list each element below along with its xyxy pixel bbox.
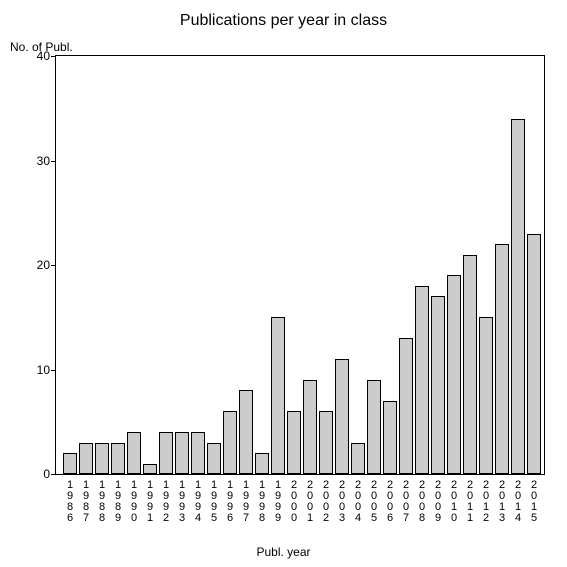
chart-title: Publications per year in class	[0, 12, 567, 30]
x-tick-label: 2006	[382, 474, 398, 524]
bar	[303, 380, 317, 474]
x-tick-label: 2010	[446, 474, 462, 524]
bar	[207, 443, 221, 474]
x-tick-label: 2007	[398, 474, 414, 524]
bar	[159, 432, 173, 474]
x-tick-label: 2001	[302, 474, 318, 524]
bar	[415, 286, 429, 474]
bar	[175, 432, 189, 474]
x-tick-label: 2004	[350, 474, 366, 524]
bar	[111, 443, 125, 474]
bar	[399, 338, 413, 474]
bar	[447, 275, 461, 474]
bar	[239, 390, 253, 474]
x-tick-label: 1987	[78, 474, 94, 524]
bar	[319, 411, 333, 474]
x-tick-label: 1992	[158, 474, 174, 524]
x-tick-label: 2000	[286, 474, 302, 524]
bar	[79, 443, 93, 474]
x-tick-label: 1995	[206, 474, 222, 524]
y-tick-mark	[51, 161, 56, 162]
bar	[431, 296, 445, 474]
bars-group	[56, 56, 544, 474]
bar	[95, 443, 109, 474]
y-tick-mark	[51, 56, 56, 57]
bar	[463, 255, 477, 474]
bar	[367, 380, 381, 474]
publications-bar-chart: Publications per year in class No. of Pu…	[0, 0, 567, 567]
bar	[287, 411, 301, 474]
x-tick-label: 2009	[430, 474, 446, 524]
x-tick-label: 1989	[110, 474, 126, 524]
x-tick-label: 1991	[142, 474, 158, 524]
x-tick-label: 1998	[254, 474, 270, 524]
x-tick-label: 1996	[222, 474, 238, 524]
x-tick-label: 2011	[462, 474, 478, 524]
x-tick-label: 1988	[94, 474, 110, 524]
bar	[479, 317, 493, 474]
bar	[335, 359, 349, 474]
x-tick-label: 2005	[366, 474, 382, 524]
x-tick-label: 1986	[62, 474, 78, 524]
x-tick-label: 2014	[510, 474, 526, 524]
x-tick-label: 1994	[190, 474, 206, 524]
x-tick-label: 1990	[126, 474, 142, 524]
x-tick-label: 1993	[174, 474, 190, 524]
bar	[527, 234, 541, 474]
bar	[383, 401, 397, 474]
x-tick-label: 2002	[318, 474, 334, 524]
x-tick-label: 1997	[238, 474, 254, 524]
bar	[255, 453, 269, 474]
bar	[143, 464, 157, 474]
x-tick-label: 2015	[526, 474, 542, 524]
x-tick-label: 2008	[414, 474, 430, 524]
bar	[223, 411, 237, 474]
plot-area: 0102030401986198719881989199019911992199…	[55, 55, 545, 475]
bar	[351, 443, 365, 474]
x-tick-label: 2012	[478, 474, 494, 524]
bar	[191, 432, 205, 474]
y-tick-mark	[51, 474, 56, 475]
y-tick-mark	[51, 265, 56, 266]
bar	[127, 432, 141, 474]
x-tick-label: 1999	[270, 474, 286, 524]
bar	[495, 244, 509, 474]
bar	[271, 317, 285, 474]
y-tick-mark	[51, 370, 56, 371]
bar	[511, 119, 525, 474]
x-axis-label: Publ. year	[0, 545, 567, 559]
x-tick-label: 2003	[334, 474, 350, 524]
bar	[63, 453, 77, 474]
x-tick-label: 2013	[494, 474, 510, 524]
